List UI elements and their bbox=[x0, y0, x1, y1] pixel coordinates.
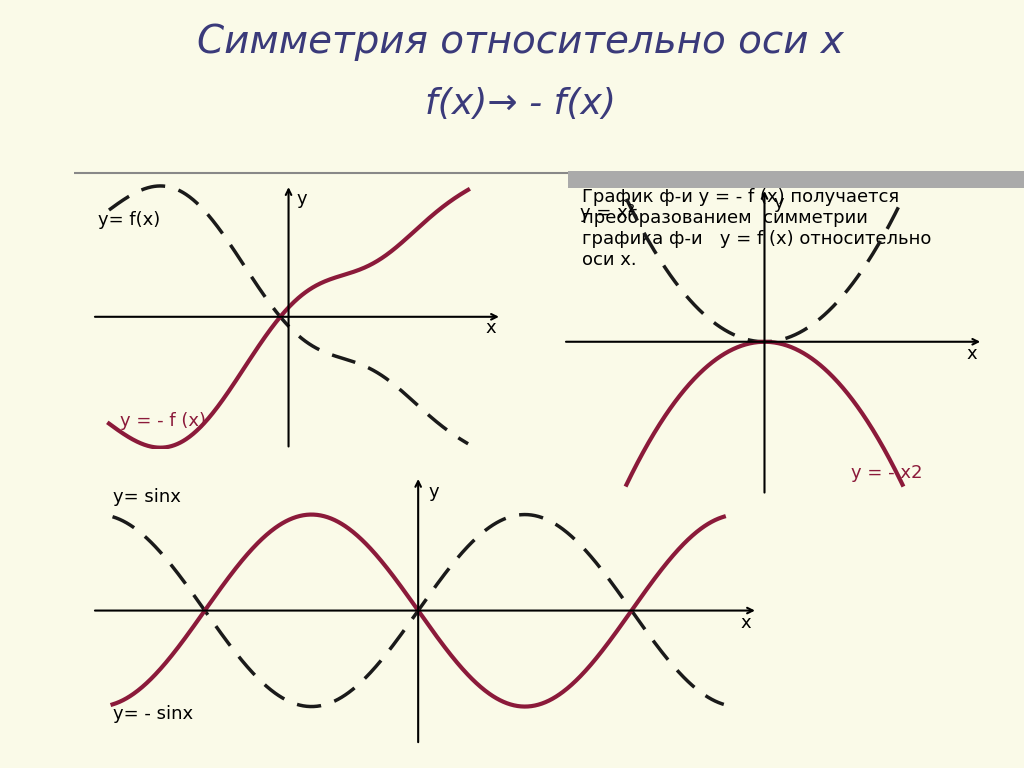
Text: y = - x2: y = - x2 bbox=[851, 464, 923, 482]
Text: y: y bbox=[428, 482, 439, 501]
Text: y= - sinx: y= - sinx bbox=[113, 705, 193, 723]
Text: График ф-и у = - f (х) получается
преобразованием  симметрии
графика ф-и   у = f: График ф-и у = - f (х) получается преобр… bbox=[582, 188, 932, 269]
Text: x: x bbox=[740, 614, 751, 633]
Text: y = - f (x): y = - f (x) bbox=[120, 412, 206, 430]
Text: y: y bbox=[297, 190, 307, 208]
Text: y= sinx: y= sinx bbox=[113, 488, 180, 506]
Text: y = x²: y = x² bbox=[581, 204, 636, 222]
Text: Симметрия относительно оси х: Симметрия относительно оси х bbox=[197, 23, 844, 61]
FancyBboxPatch shape bbox=[568, 171, 1024, 188]
Text: x: x bbox=[967, 346, 977, 363]
Text: y= f(x): y= f(x) bbox=[97, 210, 160, 229]
Text: y: y bbox=[773, 194, 783, 212]
Text: f(x)→ - f(x): f(x)→ - f(x) bbox=[425, 87, 615, 121]
Text: x: x bbox=[485, 319, 497, 337]
